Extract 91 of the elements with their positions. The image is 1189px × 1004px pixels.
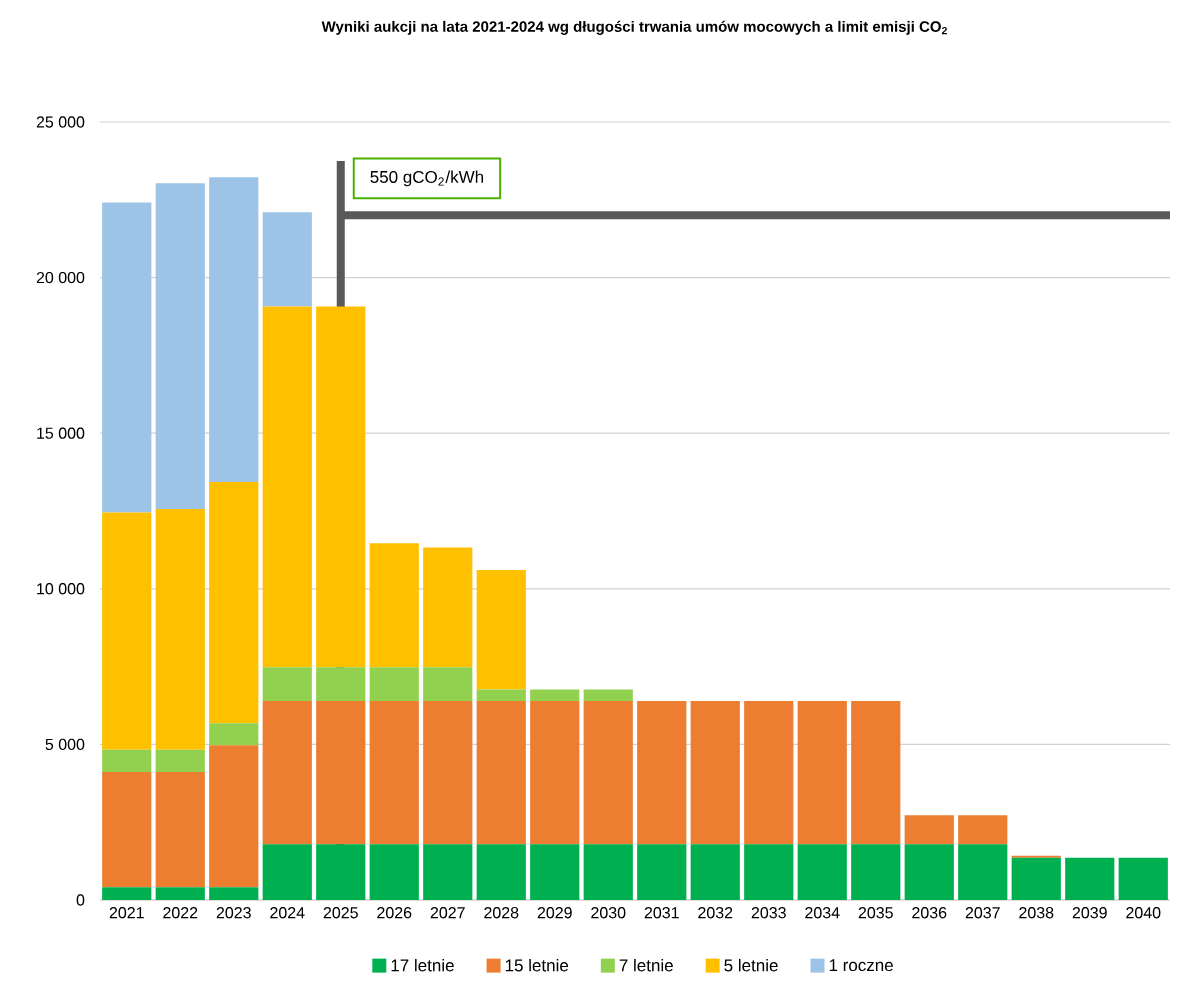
x-tick-label: 2031 [644,907,679,919]
bar [102,772,152,888]
bar [744,701,794,845]
x-tick-label: 2025 [323,907,358,919]
bar [904,844,954,900]
x-tick-label: 2026 [377,907,412,919]
bar [423,667,473,702]
bar [1065,857,1115,900]
bar [958,844,1008,900]
x-tick-label: 2022 [163,907,198,919]
bar [583,689,633,702]
x-tick-label: 2035 [858,907,893,919]
y-tick-label: 25 000 [36,116,85,128]
chart-title: Wyniki aukcji na lata 2021-2024 wg długości trwania umów mocowych a limit emisji CO$_{2}$ [321,20,947,35]
bar [102,512,152,750]
x-tick-label: 2039 [1072,907,1107,919]
bar [637,844,687,900]
bar [476,689,526,702]
x-tick-label: 2038 [1019,907,1054,919]
bar [583,701,633,845]
x-tick-label: 2023 [216,907,251,919]
bar [744,844,794,900]
bar [369,667,419,702]
bar [316,667,366,702]
bar [155,509,205,750]
x-tick-label: 2029 [537,907,572,919]
bar [369,701,419,845]
bar [155,183,205,510]
bar [476,570,526,690]
x-tick-label: 2024 [270,907,305,919]
bar [262,844,312,900]
x-tick-label: 2034 [805,907,840,919]
bar [476,701,526,845]
bar [690,844,740,900]
bar [851,701,901,845]
x-tick-label: 2040 [1126,907,1161,919]
bar [102,887,152,900]
bar [1011,857,1061,900]
bar [155,887,205,900]
bar [423,547,473,668]
bar [102,202,152,513]
bar [262,667,312,702]
bar [209,482,259,724]
bar [530,844,580,900]
x-tick-label: 2037 [965,907,1000,919]
bar [155,772,205,888]
bar [797,844,847,900]
bar [958,815,1008,845]
y-tick-label: 0 [76,894,85,906]
bar [369,543,419,668]
x-tick-label: 2027 [430,907,465,919]
bar [209,745,259,888]
bar [530,689,580,702]
y-tick-label: 20 000 [36,271,85,284]
bar [690,701,740,845]
bar [423,701,473,845]
bar [209,177,259,483]
bar [262,212,312,307]
bar [262,306,312,668]
x-tick-label: 2021 [109,907,144,919]
legend-label: 17 letnie [391,958,454,972]
bar [262,701,312,845]
x-tick-label: 2036 [912,907,947,919]
bar [530,701,580,845]
x-tick-label: 2032 [698,907,733,919]
legend-label: 1 roczne [829,959,893,972]
bar [316,844,366,900]
legend-label: 7 letnie [619,958,673,972]
ref-line-label: 550 gCO$_{2}$/kWh [370,170,484,187]
legend-label: 5 letnie [724,958,778,972]
y-tick-label: 15 000 [37,427,85,439]
bar [1118,857,1168,900]
bar [904,815,954,845]
bar [797,701,847,845]
bar [423,844,473,900]
x-tick-label: 2028 [484,907,519,919]
x-tick-label: 2030 [591,907,626,919]
bar [583,844,633,900]
bar [851,844,901,900]
bar [155,749,205,773]
y-tick-label: 10 000 [37,583,85,595]
bar [209,887,259,900]
bar [369,844,419,900]
bar [209,723,259,746]
legend-label: 15 letnie [505,958,569,972]
bar [102,749,152,773]
bar [316,701,366,845]
bar [476,844,526,900]
bar [637,701,687,845]
x-tick-label: 2033 [751,907,786,919]
y-tick-label: 5 000 [45,738,85,751]
